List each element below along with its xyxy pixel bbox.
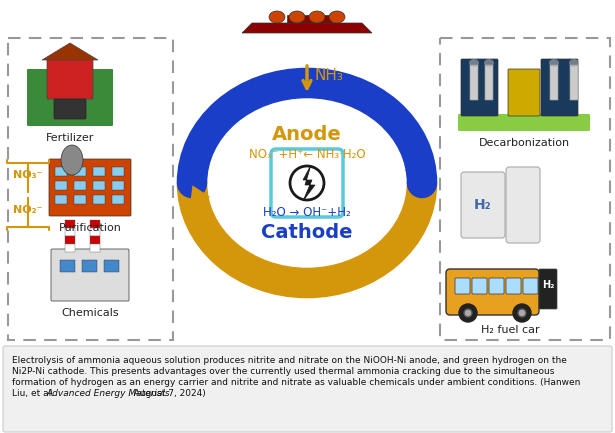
FancyBboxPatch shape [104, 260, 119, 272]
FancyBboxPatch shape [455, 278, 470, 294]
FancyBboxPatch shape [55, 167, 67, 176]
Text: H₂: H₂ [542, 280, 554, 290]
FancyBboxPatch shape [93, 181, 105, 190]
FancyBboxPatch shape [49, 159, 131, 216]
Ellipse shape [309, 11, 325, 23]
FancyBboxPatch shape [82, 260, 97, 272]
Text: Cathode: Cathode [261, 223, 353, 242]
FancyBboxPatch shape [93, 195, 105, 204]
FancyBboxPatch shape [27, 69, 113, 126]
Text: H₂ fuel car: H₂ fuel car [481, 325, 539, 335]
Text: Liu, et al.: Liu, et al. [12, 389, 57, 398]
FancyBboxPatch shape [485, 65, 493, 100]
Ellipse shape [61, 145, 83, 175]
Polygon shape [303, 165, 315, 201]
Text: Electrolysis of ammonia aqueous solution produces nitrite and nitrate on the NiO: Electrolysis of ammonia aqueous solution… [12, 356, 567, 365]
Text: Ni2P-Ni cathode. This presents advantages over the currently used thermal ammoni: Ni2P-Ni cathode. This presents advantage… [12, 367, 554, 376]
FancyBboxPatch shape [65, 244, 75, 252]
Text: H₂: H₂ [474, 198, 492, 212]
Polygon shape [242, 23, 372, 33]
FancyBboxPatch shape [508, 69, 540, 116]
Text: NOₓ⁻+H⁺← NH₃·H₂O: NOₓ⁻+H⁺← NH₃·H₂O [248, 149, 365, 162]
FancyBboxPatch shape [55, 181, 67, 190]
Ellipse shape [569, 59, 579, 67]
Text: NO₃⁻: NO₃⁻ [14, 170, 42, 180]
FancyBboxPatch shape [60, 260, 75, 272]
FancyBboxPatch shape [470, 65, 478, 100]
FancyBboxPatch shape [90, 236, 100, 244]
FancyBboxPatch shape [51, 249, 129, 301]
FancyBboxPatch shape [446, 269, 539, 315]
FancyBboxPatch shape [570, 65, 578, 100]
Ellipse shape [549, 59, 559, 67]
FancyBboxPatch shape [539, 269, 557, 309]
Circle shape [459, 304, 477, 322]
Text: Purification: Purification [58, 223, 121, 233]
Text: Anode: Anode [272, 126, 342, 145]
Circle shape [513, 304, 531, 322]
FancyBboxPatch shape [271, 149, 343, 217]
Ellipse shape [269, 11, 285, 23]
FancyBboxPatch shape [472, 278, 487, 294]
FancyBboxPatch shape [112, 181, 124, 190]
FancyBboxPatch shape [65, 228, 75, 236]
Text: Decarbonization: Decarbonization [478, 138, 569, 148]
Circle shape [518, 309, 526, 317]
FancyBboxPatch shape [506, 278, 521, 294]
FancyBboxPatch shape [3, 346, 612, 432]
FancyBboxPatch shape [112, 195, 124, 204]
Polygon shape [287, 15, 332, 23]
Text: formation of hydrogen as an energy carrier and nitrite and nitrate as valuable c: formation of hydrogen as an energy carri… [12, 378, 581, 387]
FancyBboxPatch shape [55, 195, 67, 204]
Circle shape [464, 309, 472, 317]
Polygon shape [42, 43, 98, 60]
FancyBboxPatch shape [90, 244, 100, 252]
Ellipse shape [484, 59, 494, 67]
FancyBboxPatch shape [489, 278, 504, 294]
Text: Advanced Energy Materials: Advanced Energy Materials [46, 389, 170, 398]
Ellipse shape [329, 11, 345, 23]
Text: Chemicals: Chemicals [61, 308, 119, 318]
FancyBboxPatch shape [74, 195, 86, 204]
FancyBboxPatch shape [74, 167, 86, 176]
FancyBboxPatch shape [112, 167, 124, 176]
FancyBboxPatch shape [523, 278, 538, 294]
FancyBboxPatch shape [541, 59, 578, 116]
FancyBboxPatch shape [93, 167, 105, 176]
FancyBboxPatch shape [458, 114, 590, 131]
Ellipse shape [289, 11, 305, 23]
FancyBboxPatch shape [54, 99, 86, 119]
FancyBboxPatch shape [74, 181, 86, 190]
FancyBboxPatch shape [461, 59, 498, 116]
FancyBboxPatch shape [461, 172, 505, 238]
Text: . August 7, 2024): . August 7, 2024) [128, 389, 206, 398]
Text: H₂O → OH⁻+H₂: H₂O → OH⁻+H₂ [263, 207, 351, 220]
FancyBboxPatch shape [90, 228, 100, 236]
FancyBboxPatch shape [65, 220, 75, 228]
Text: NO₂⁻: NO₂⁻ [14, 205, 42, 215]
Ellipse shape [469, 59, 479, 67]
FancyBboxPatch shape [506, 167, 540, 243]
FancyBboxPatch shape [550, 65, 558, 100]
FancyBboxPatch shape [90, 220, 100, 228]
FancyBboxPatch shape [47, 59, 93, 99]
Text: Fertilizer: Fertilizer [46, 133, 94, 143]
Text: NH₃: NH₃ [315, 68, 344, 83]
FancyBboxPatch shape [65, 236, 75, 244]
